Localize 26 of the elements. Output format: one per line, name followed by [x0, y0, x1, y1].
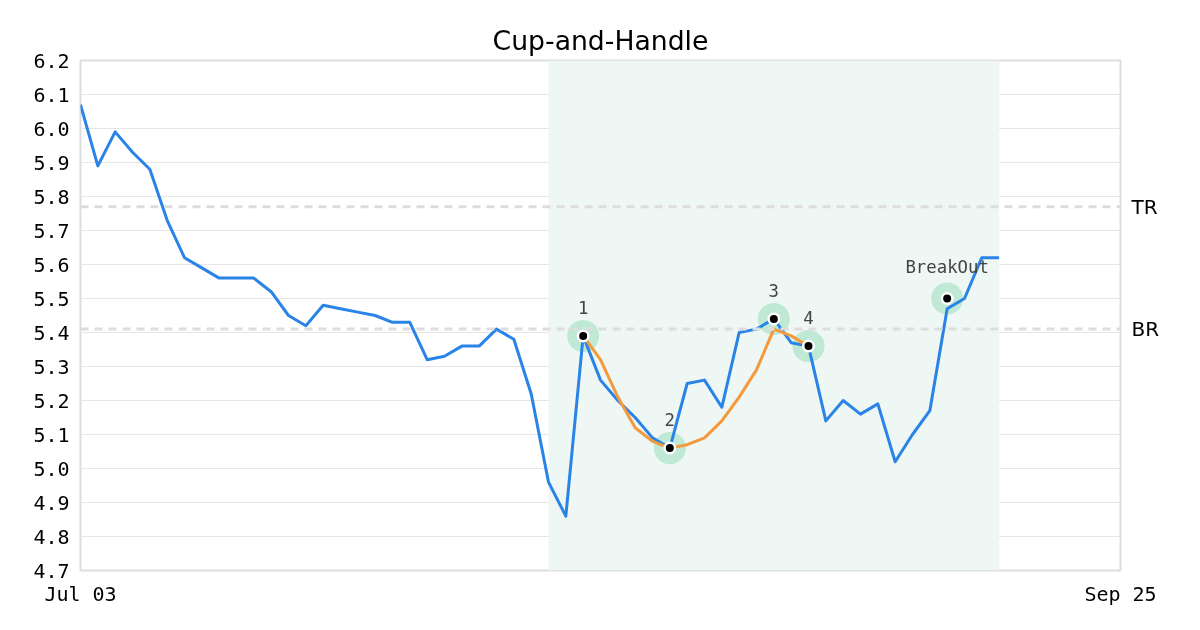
y-tick-label: 6.0 [33, 116, 70, 141]
ref-line-label: TR [1130, 194, 1158, 219]
y-tick-label: 5.4 [33, 320, 70, 345]
y-tick-label: 5.6 [33, 252, 70, 277]
y-tick-label: 5.7 [33, 218, 70, 243]
x-tick-label: Sep 25 [1084, 581, 1157, 606]
y-tick-label: 5.1 [33, 422, 70, 447]
chart-title: Cup-and-Handle [492, 24, 709, 56]
annotation: 1 [577, 297, 589, 318]
x-tick-label: Jul 03 [44, 581, 117, 606]
y-tick-label: 5.5 [33, 286, 70, 311]
y-tick-label: 4.8 [33, 524, 70, 549]
y-tick-label: 4.7 [33, 558, 70, 583]
y-tick-label: 4.9 [33, 490, 70, 515]
annotation: 4 [803, 308, 814, 329]
y-tick-label: 5.0 [33, 456, 70, 481]
ref-line-label: BR [1131, 317, 1160, 342]
y-tick-label: 5.9 [33, 150, 70, 175]
y-tick-label: 6.1 [33, 82, 70, 107]
y-tick-label: 6.2 [33, 48, 70, 73]
y-tick-label: 5.2 [33, 388, 70, 413]
y-tick-label: 5.8 [33, 184, 70, 209]
line-series [80, 103, 1001, 518]
annotation: 3 [768, 280, 780, 301]
annotation: 2 [664, 410, 676, 431]
y-tick-label: 5.3 [33, 354, 70, 379]
